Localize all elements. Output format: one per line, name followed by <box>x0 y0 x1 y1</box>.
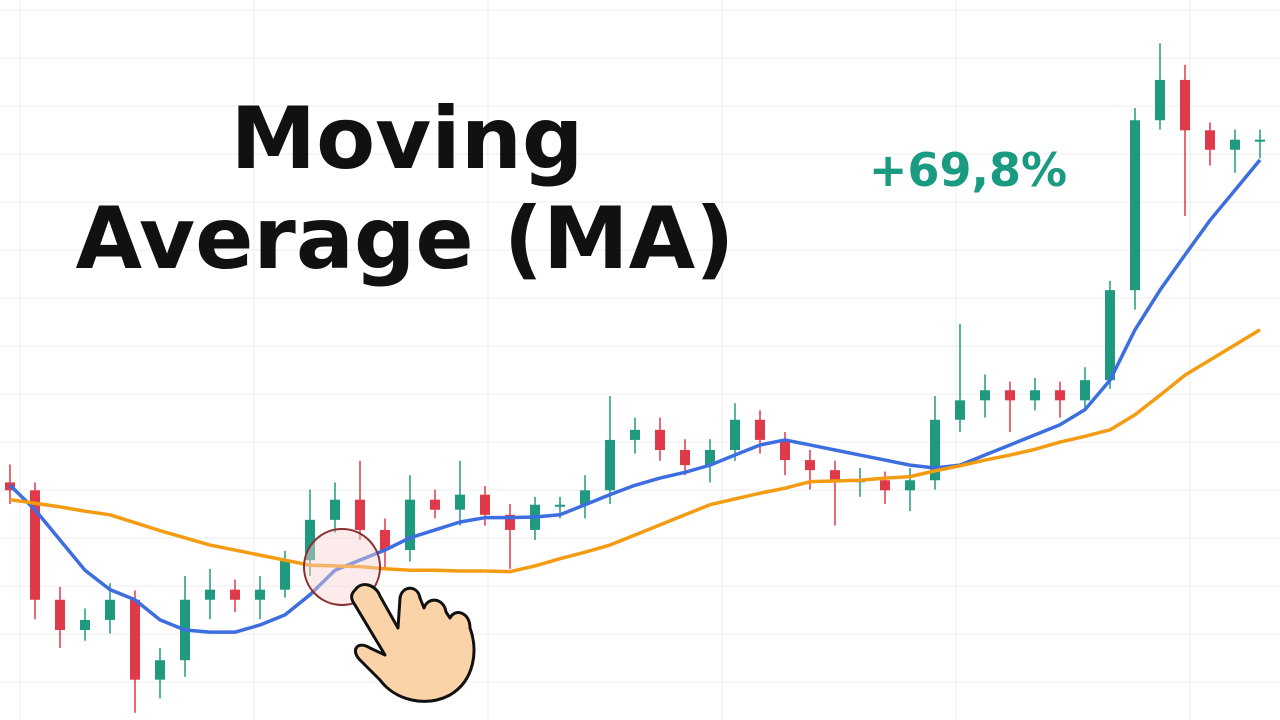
candle-body <box>980 390 990 401</box>
candle-body <box>505 514 515 530</box>
candle-body <box>755 419 765 440</box>
candle-body <box>480 494 490 515</box>
candle-body <box>330 499 340 520</box>
candle-body <box>205 589 215 600</box>
candle-body <box>830 470 840 481</box>
candle-body <box>455 494 465 510</box>
candle-body <box>1205 130 1215 150</box>
candle-body <box>780 439 790 461</box>
candle-body <box>80 619 90 630</box>
title-line: Moving <box>231 89 584 189</box>
candle-body <box>305 519 315 561</box>
marks <box>5 43 1265 713</box>
candle-body <box>930 419 940 481</box>
annotation: +69,8% <box>869 143 1067 197</box>
candle-body <box>1030 390 1040 401</box>
candle-body <box>705 450 715 466</box>
candle-body <box>805 460 815 471</box>
candle-body <box>580 490 590 505</box>
candle-body <box>1155 79 1165 121</box>
candle-body <box>405 499 415 551</box>
candle-body <box>655 429 665 450</box>
candle-body <box>1005 390 1015 401</box>
candle-body <box>680 450 690 466</box>
candle-body <box>1080 380 1090 401</box>
candle-body <box>1180 79 1190 131</box>
candle-body <box>280 560 290 590</box>
candle-body <box>430 499 440 510</box>
candle-body <box>880 480 890 491</box>
candle-body <box>130 599 140 680</box>
candle-body <box>355 499 365 530</box>
ma-line <box>9 328 1261 574</box>
candle-body <box>1255 139 1265 142</box>
ma-line <box>8 158 1262 634</box>
candle-body <box>905 480 915 491</box>
candle-body <box>380 529 390 551</box>
candle-body <box>105 599 115 620</box>
candle-body <box>630 429 640 440</box>
candle-body <box>30 490 40 600</box>
candle-body <box>255 589 265 600</box>
title-line: Average (MA) <box>76 189 735 289</box>
candle-body <box>1130 120 1140 291</box>
candle-body <box>605 439 615 491</box>
candle-body <box>1055 390 1065 401</box>
candle-body <box>1230 139 1240 150</box>
candle-body <box>730 419 740 450</box>
candle-body <box>955 400 965 420</box>
hand-icon <box>350 583 476 703</box>
candle-body <box>555 504 565 507</box>
candle-body <box>155 660 165 680</box>
candle-body <box>55 599 65 630</box>
candle-body <box>230 589 240 600</box>
candle-body <box>1105 290 1115 381</box>
